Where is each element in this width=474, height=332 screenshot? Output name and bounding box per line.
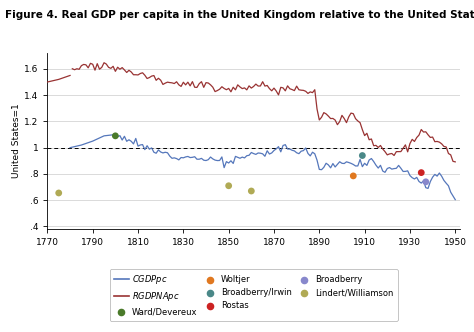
- Point: [225, 183, 232, 188]
- Text: Figure 4. Real GDP per capita in the United Kingdom relative to the United State: Figure 4. Real GDP per capita in the Uni…: [5, 10, 474, 20]
- Point: [422, 179, 429, 185]
- Point: [55, 190, 63, 196]
- Y-axis label: United States=1: United States=1: [12, 104, 21, 179]
- Point: [111, 133, 119, 138]
- Legend: $CGDPpc$, $RGDPNApc$, Ward/Devereux, Woltjer, Broadberry/Irwin, Rostas, Broadber: $CGDPpc$, $RGDPNApc$, Ward/Devereux, Wol…: [109, 269, 398, 321]
- Point: [358, 153, 366, 158]
- Point: [418, 170, 425, 175]
- Point: [247, 188, 255, 194]
- Point: [349, 173, 357, 179]
